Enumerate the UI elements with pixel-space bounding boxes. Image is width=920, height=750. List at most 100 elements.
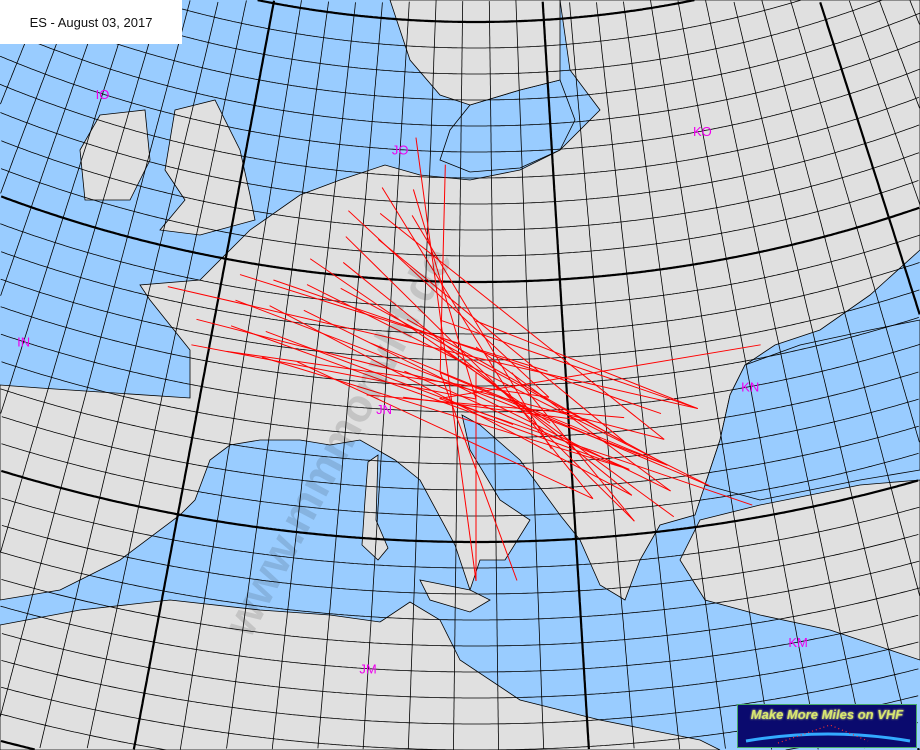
grid-parallel bbox=[0, 223, 920, 309]
grid-meridian bbox=[623, 1, 726, 749]
propagation-path bbox=[379, 213, 665, 440]
propagation-path bbox=[370, 342, 668, 466]
grid-meridian bbox=[790, 0, 920, 443]
propagation-path bbox=[381, 187, 513, 399]
grid-parallel bbox=[0, 27, 920, 127]
logo-text: Make More Miles on VHF bbox=[750, 707, 904, 722]
propagation-path bbox=[439, 372, 518, 581]
grid-parallel bbox=[1, 497, 920, 569]
grid-parallel bbox=[0, 333, 920, 413]
grid-parallel bbox=[0, 469, 919, 544]
grid-parallel bbox=[0, 83, 919, 179]
grid-meridian bbox=[39, 1, 219, 749]
land-great-britain bbox=[159, 99, 256, 236]
grid-parallel bbox=[0, 388, 919, 465]
grid-meridian bbox=[879, 0, 920, 109]
propagation-path bbox=[406, 318, 627, 444]
grid-parallel bbox=[0, 195, 920, 284]
propagation-path bbox=[439, 398, 753, 506]
field-label: JN bbox=[376, 402, 392, 417]
land-ireland bbox=[79, 109, 151, 201]
grid-parallel bbox=[1, 0, 920, 101]
land-corsica-sardinia bbox=[361, 454, 389, 561]
propagation-path bbox=[403, 396, 588, 422]
grid-parallel bbox=[0, 739, 920, 750]
grid-meridian bbox=[226, 1, 329, 749]
propagation-path bbox=[239, 274, 548, 372]
grid-meridian bbox=[848, 0, 920, 205]
propagation-path bbox=[342, 262, 633, 496]
propagation-path bbox=[261, 356, 630, 470]
grid-parallel bbox=[0, 605, 919, 673]
grid-parallel bbox=[0, 551, 920, 621]
grid-parallel bbox=[0, 55, 920, 153]
propagation-path bbox=[297, 361, 594, 500]
grid-meridian bbox=[0, 2, 133, 414]
field-label: KN bbox=[741, 380, 759, 395]
grid-parallel bbox=[1, 443, 919, 517]
grid-parallel bbox=[0, 168, 919, 257]
grid-parallel bbox=[69, 0, 883, 75]
propagation-path bbox=[345, 236, 635, 522]
grid-parallel bbox=[1, 416, 919, 491]
propagation-path bbox=[404, 370, 630, 470]
field-label: JO bbox=[392, 143, 409, 158]
field-label: JM bbox=[359, 662, 376, 677]
propagation-path bbox=[475, 346, 671, 492]
grid-meridian bbox=[677, 0, 819, 750]
grid-meridian bbox=[132, 0, 276, 750]
grid-parallel bbox=[1, 525, 919, 595]
grid-meridian bbox=[271, 2, 356, 750]
grid-meridian bbox=[0, 0, 162, 553]
propagation-path bbox=[265, 330, 514, 426]
grid-meridian bbox=[179, 0, 302, 750]
propagation-path bbox=[230, 325, 630, 470]
grid-meridian bbox=[650, 0, 773, 750]
grid-meridian bbox=[0, 0, 191, 717]
map-title: ES - August 03, 2017 bbox=[0, 0, 182, 44]
field-label: IN bbox=[17, 335, 30, 350]
grid-parallel bbox=[0, 251, 920, 335]
grid-meridian bbox=[362, 1, 410, 750]
field-label: KM bbox=[788, 635, 808, 650]
propagation-paths bbox=[167, 137, 761, 582]
field-labels: IO JO KO IN JN KN JM KM bbox=[17, 87, 808, 677]
field-label: KO bbox=[693, 124, 712, 139]
propagation-path bbox=[475, 320, 698, 410]
propagation-path bbox=[196, 318, 665, 440]
grid-parallel bbox=[1, 140, 920, 231]
grid-parallel bbox=[1, 579, 920, 647]
land-scandinavia bbox=[389, 0, 561, 106]
title-text: ES - August 03, 2017 bbox=[29, 14, 153, 30]
logo-horizon-graphic bbox=[745, 724, 911, 744]
land-black-sea bbox=[704, 319, 920, 501]
propagation-path bbox=[511, 372, 635, 522]
grid-meridian bbox=[733, 1, 913, 749]
mmmonvhf-logo[interactable]: Make More Miles on VHF bbox=[737, 704, 917, 748]
grid-meridian bbox=[541, 1, 590, 750]
propagation-path bbox=[306, 284, 710, 487]
propagation-path bbox=[439, 344, 761, 400]
grid-meridian bbox=[596, 2, 681, 750]
propagation-path bbox=[440, 346, 675, 518]
grid-meridian bbox=[909, 0, 920, 25]
propagation-path bbox=[512, 398, 594, 499]
propagation-path bbox=[441, 320, 698, 410]
propagation-path bbox=[366, 394, 625, 419]
grid-parallel bbox=[1, 361, 919, 439]
grid-meridian bbox=[0, 0, 104, 296]
propagation-path bbox=[273, 279, 662, 415]
grid-meridian bbox=[761, 0, 920, 597]
propagation-path bbox=[439, 164, 446, 373]
field-label: IO bbox=[96, 87, 110, 102]
propagation-path bbox=[191, 344, 477, 400]
grid-parallel bbox=[0, 112, 920, 205]
grid-parallel bbox=[257, 0, 695, 24]
grid-parallel bbox=[1, 660, 919, 725]
grid-meridian bbox=[819, 1, 920, 315]
grid-parallel bbox=[151, 0, 801, 49]
propagation-path bbox=[415, 137, 477, 582]
grid-parallel bbox=[1, 633, 919, 699]
